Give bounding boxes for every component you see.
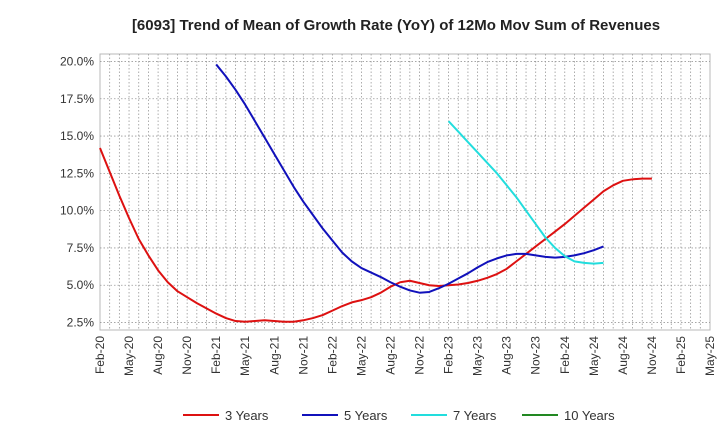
legend-label: 10 Years bbox=[564, 408, 615, 423]
y-tick-label: 17.5% bbox=[60, 92, 94, 106]
chart-title: [6093] Trend of Mean of Growth Rate (YoY… bbox=[132, 17, 660, 34]
series-line-7-years bbox=[447, 120, 604, 265]
x-tick-label: May-20 bbox=[122, 336, 136, 376]
legend-label: 3 Years bbox=[225, 408, 269, 423]
x-tick-label: May-22 bbox=[354, 336, 368, 376]
x-tick-label: Nov-24 bbox=[645, 336, 659, 375]
series-line-5-years bbox=[215, 63, 604, 294]
x-tick-label: Feb-20 bbox=[93, 336, 107, 374]
x-tick-label: Nov-20 bbox=[180, 336, 194, 375]
x-tick-label: Nov-22 bbox=[413, 336, 427, 375]
y-tick-label: 2.5% bbox=[67, 316, 95, 330]
x-tick-label: Nov-23 bbox=[529, 336, 543, 375]
x-tick-label: Aug-20 bbox=[151, 336, 165, 375]
y-tick-label: 12.5% bbox=[60, 166, 94, 180]
x-tick-label: Aug-22 bbox=[383, 336, 397, 375]
x-tick-label: Feb-25 bbox=[674, 336, 688, 374]
y-tick-label: 5.0% bbox=[67, 278, 95, 292]
x-tick-label: Nov-21 bbox=[296, 336, 310, 375]
series-lines bbox=[99, 63, 652, 323]
x-tick-label: May-21 bbox=[238, 336, 252, 376]
x-tick-label: Aug-23 bbox=[500, 336, 514, 375]
legend-label: 5 Years bbox=[344, 408, 388, 423]
y-tick-label: 20.0% bbox=[60, 54, 94, 68]
legend: 3 Years 5 Years 7 Years 10 Years bbox=[183, 408, 615, 423]
y-tick-label: 15.0% bbox=[60, 129, 94, 143]
x-tick-label: Feb-24 bbox=[558, 336, 572, 374]
x-tick-label: Feb-23 bbox=[442, 336, 456, 374]
x-tick-label: Feb-21 bbox=[209, 336, 223, 374]
y-tick-label: 7.5% bbox=[67, 241, 95, 255]
legend-label: 7 Years bbox=[453, 408, 497, 423]
x-tick-label: May-24 bbox=[587, 336, 601, 376]
x-tick-label: Aug-24 bbox=[616, 336, 630, 375]
x-tick-label: Feb-22 bbox=[325, 336, 339, 374]
x-tick-label: Aug-21 bbox=[267, 336, 281, 375]
x-tick-label: May-23 bbox=[471, 336, 485, 376]
x-axis-ticks: Feb-20 May-20 Aug-20 Nov-20 Feb-21 May-21 Aug-… bbox=[93, 336, 717, 376]
x-tick-label: May-25 bbox=[703, 336, 717, 376]
plot-area bbox=[99, 53, 711, 331]
y-axis-ticks: 2.5% 5.0% 7.5% 10.0% 12.5% 15.0% 17.5% 20.0% bbox=[60, 54, 94, 329]
y-tick-label: 10.0% bbox=[60, 204, 94, 218]
series-line-3-years bbox=[99, 147, 652, 323]
